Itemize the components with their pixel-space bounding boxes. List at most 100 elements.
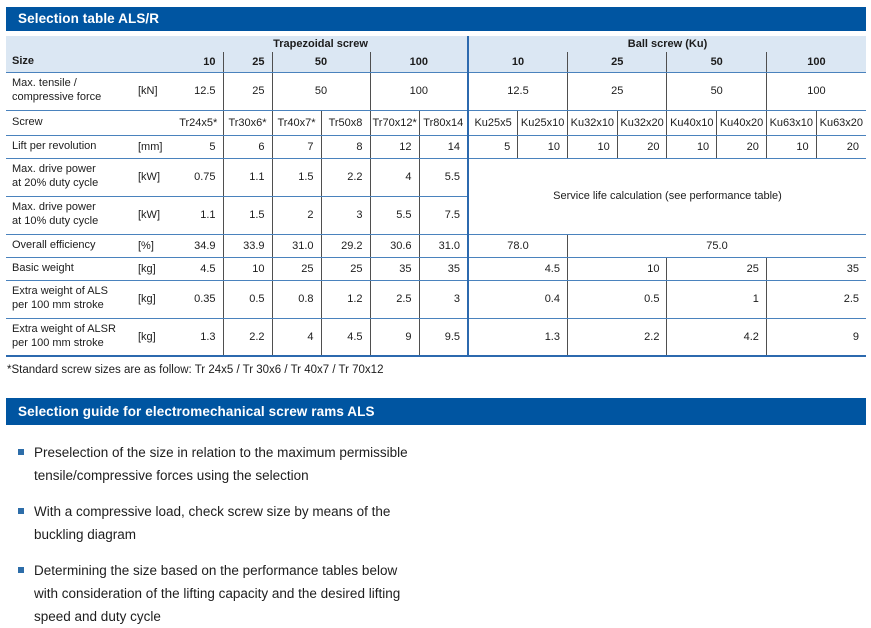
group-header-row: Trapezoidal screw Ball screw (Ku) <box>6 36 866 52</box>
table-cell: 78.0 <box>467 234 568 258</box>
table-cell: 2 <box>272 196 322 235</box>
list-item: With a compressive load, check screw siz… <box>18 500 866 546</box>
list-item: Preselection of the size in relation to … <box>18 441 866 487</box>
table-cell: 2.5 <box>766 280 866 319</box>
row-label: Screw <box>6 110 130 136</box>
table-cell: 7.5 <box>419 196 469 235</box>
table-cell: 10 <box>766 135 817 159</box>
table-cell: Ku40x20 <box>716 110 767 136</box>
table-cell: 5 <box>467 135 519 159</box>
unit-cell: [kN] <box>130 72 174 111</box>
extra-weight-als-row: Extra weight of ALS per 100 mm stroke [kg… <box>6 280 866 319</box>
table-cell: Tr30x6* <box>223 110 273 136</box>
service-life-note: Service life calculation (see performanc… <box>467 158 866 235</box>
table-cell: 31.0 <box>419 234 469 258</box>
table-cell: Ku63x20 <box>816 110 866 136</box>
table-cell: 0.8 <box>272 280 322 319</box>
table-cell: 9 <box>766 318 866 357</box>
table-cell: 9 <box>370 318 420 357</box>
table-cell: 25 <box>223 72 273 111</box>
table-cell: Ku63x10 <box>766 110 817 136</box>
table-cell: 25 <box>272 257 322 281</box>
size-row: Size 10 25 50 100 10 25 50 100 <box>6 52 866 73</box>
unit-cell: [kW] <box>130 158 174 197</box>
table-cell: 100 <box>370 52 469 73</box>
table-cell <box>6 36 174 52</box>
table-cell: 14 <box>419 135 469 159</box>
selection-table-body: Trapezoidal screw Ball screw (Ku) Size 10 25… <box>6 36 866 357</box>
table-cell: Tr70x12* <box>370 110 420 136</box>
table-cell: 33.9 <box>223 234 273 258</box>
table-cell: Ku40x10 <box>666 110 718 136</box>
unit-cell: [kg] <box>130 257 174 281</box>
lift-row: Lift per revolution [mm] 5 6 7 8 12 14 5 10 10 20 10… <box>6 135 866 159</box>
table-cell: 1.3 <box>467 318 568 357</box>
table-cell: 10 <box>223 257 273 281</box>
table-cell: 2.2 <box>321 158 371 197</box>
max-force-row: Max. tensile / compressive force [kN] 12.5… <box>6 72 866 111</box>
table-cell: 25 <box>321 257 371 281</box>
table-cell: 4 <box>370 158 420 197</box>
table-cell: 7 <box>272 135 322 159</box>
row-label: Max. tensile / compressive force <box>6 72 130 111</box>
row-label: Max. drive power at 10% duty cycle <box>6 196 130 235</box>
table-cell: 20 <box>816 135 866 159</box>
table-cell: 1.1 <box>174 196 224 235</box>
list-item: Determining the size based on the perfor… <box>18 559 866 628</box>
efficiency-row: Overall efficiency [%] 34.9 33.9 31.0 29.2 30.… <box>6 234 866 258</box>
table-cell: 2.2 <box>567 318 668 357</box>
table-cell: 20 <box>716 135 767 159</box>
bullet-square-icon <box>18 567 24 573</box>
table-cell: 2.5 <box>370 280 420 319</box>
table-cell: 34.9 <box>174 234 224 258</box>
col-group-ball-screw: Ball screw (Ku) <box>467 36 866 52</box>
guide-section-title: Selection guide for electromechanical sc… <box>18 404 375 419</box>
footnote: *Standard screw sizes are as follow: Tr … <box>7 364 384 376</box>
table-cell: 0.5 <box>223 280 273 319</box>
table-cell: Tr80x14 <box>419 110 469 136</box>
bullet-square-icon <box>18 508 24 514</box>
table-cell: 100 <box>370 72 469 111</box>
table-cell: 1.1 <box>223 158 273 197</box>
table-cell: Ku25x5 <box>467 110 519 136</box>
table-cell: 75.0 <box>567 234 866 258</box>
table-cell: 5.5 <box>370 196 420 235</box>
list-item-text: Determining the size based on the perfor… <box>34 563 401 624</box>
guide-list: Preselection of the size in relation to … <box>6 441 866 628</box>
table-cell: 4.2 <box>666 318 767 357</box>
table-cell: 0.4 <box>467 280 568 319</box>
guide-section-title-bar: Selection guide for electromechanical sc… <box>6 398 866 425</box>
table-cell: 35 <box>419 257 469 281</box>
col-group-trapezoidal-screw: Trapezoidal screw <box>174 36 469 52</box>
table-cell: 30.6 <box>370 234 420 258</box>
row-label: Max. drive power at 20% duty cycle <box>6 158 130 197</box>
table-cell: 35 <box>370 257 420 281</box>
table-cell: 4 <box>272 318 322 357</box>
table-cell: Ku32x10 <box>567 110 618 136</box>
unit-cell: [mm] <box>130 135 174 159</box>
table-cell: 5 <box>174 135 224 159</box>
table-cell: 3 <box>321 196 371 235</box>
table-cell: 12.5 <box>174 72 224 111</box>
table-cell: 25 <box>223 52 273 73</box>
table-cell: 0.5 <box>567 280 668 319</box>
basic-weight-row: Basic weight [kg] 4.5 10 25 25 35 35 4.5 10 25 35 <box>6 257 866 281</box>
table-cell: Ku32x20 <box>617 110 668 136</box>
table-cell: 31.0 <box>272 234 322 258</box>
power-10-row: Max. drive power at 10% duty cycle [kW] 1.… <box>6 196 866 235</box>
table-cell: 6 <box>223 135 273 159</box>
unit-cell: [%] <box>130 234 174 258</box>
table-section-title-bar: Selection table ALS/R <box>6 7 866 31</box>
table-cell: 12 <box>370 135 420 159</box>
table-cell: 20 <box>617 135 668 159</box>
table-cell: 10 <box>467 52 568 73</box>
table-cell: 12.5 <box>467 72 568 111</box>
table-cell: 50 <box>666 72 767 111</box>
row-label: Lift per revolution <box>6 135 130 159</box>
table-cell: 25 <box>567 52 668 73</box>
table-cell: 25 <box>567 72 668 111</box>
row-label: Basic weight <box>6 257 130 281</box>
table-cell: 35 <box>766 257 866 281</box>
unit-cell: [kg] <box>130 280 174 319</box>
table-cell: 4.5 <box>467 257 568 281</box>
